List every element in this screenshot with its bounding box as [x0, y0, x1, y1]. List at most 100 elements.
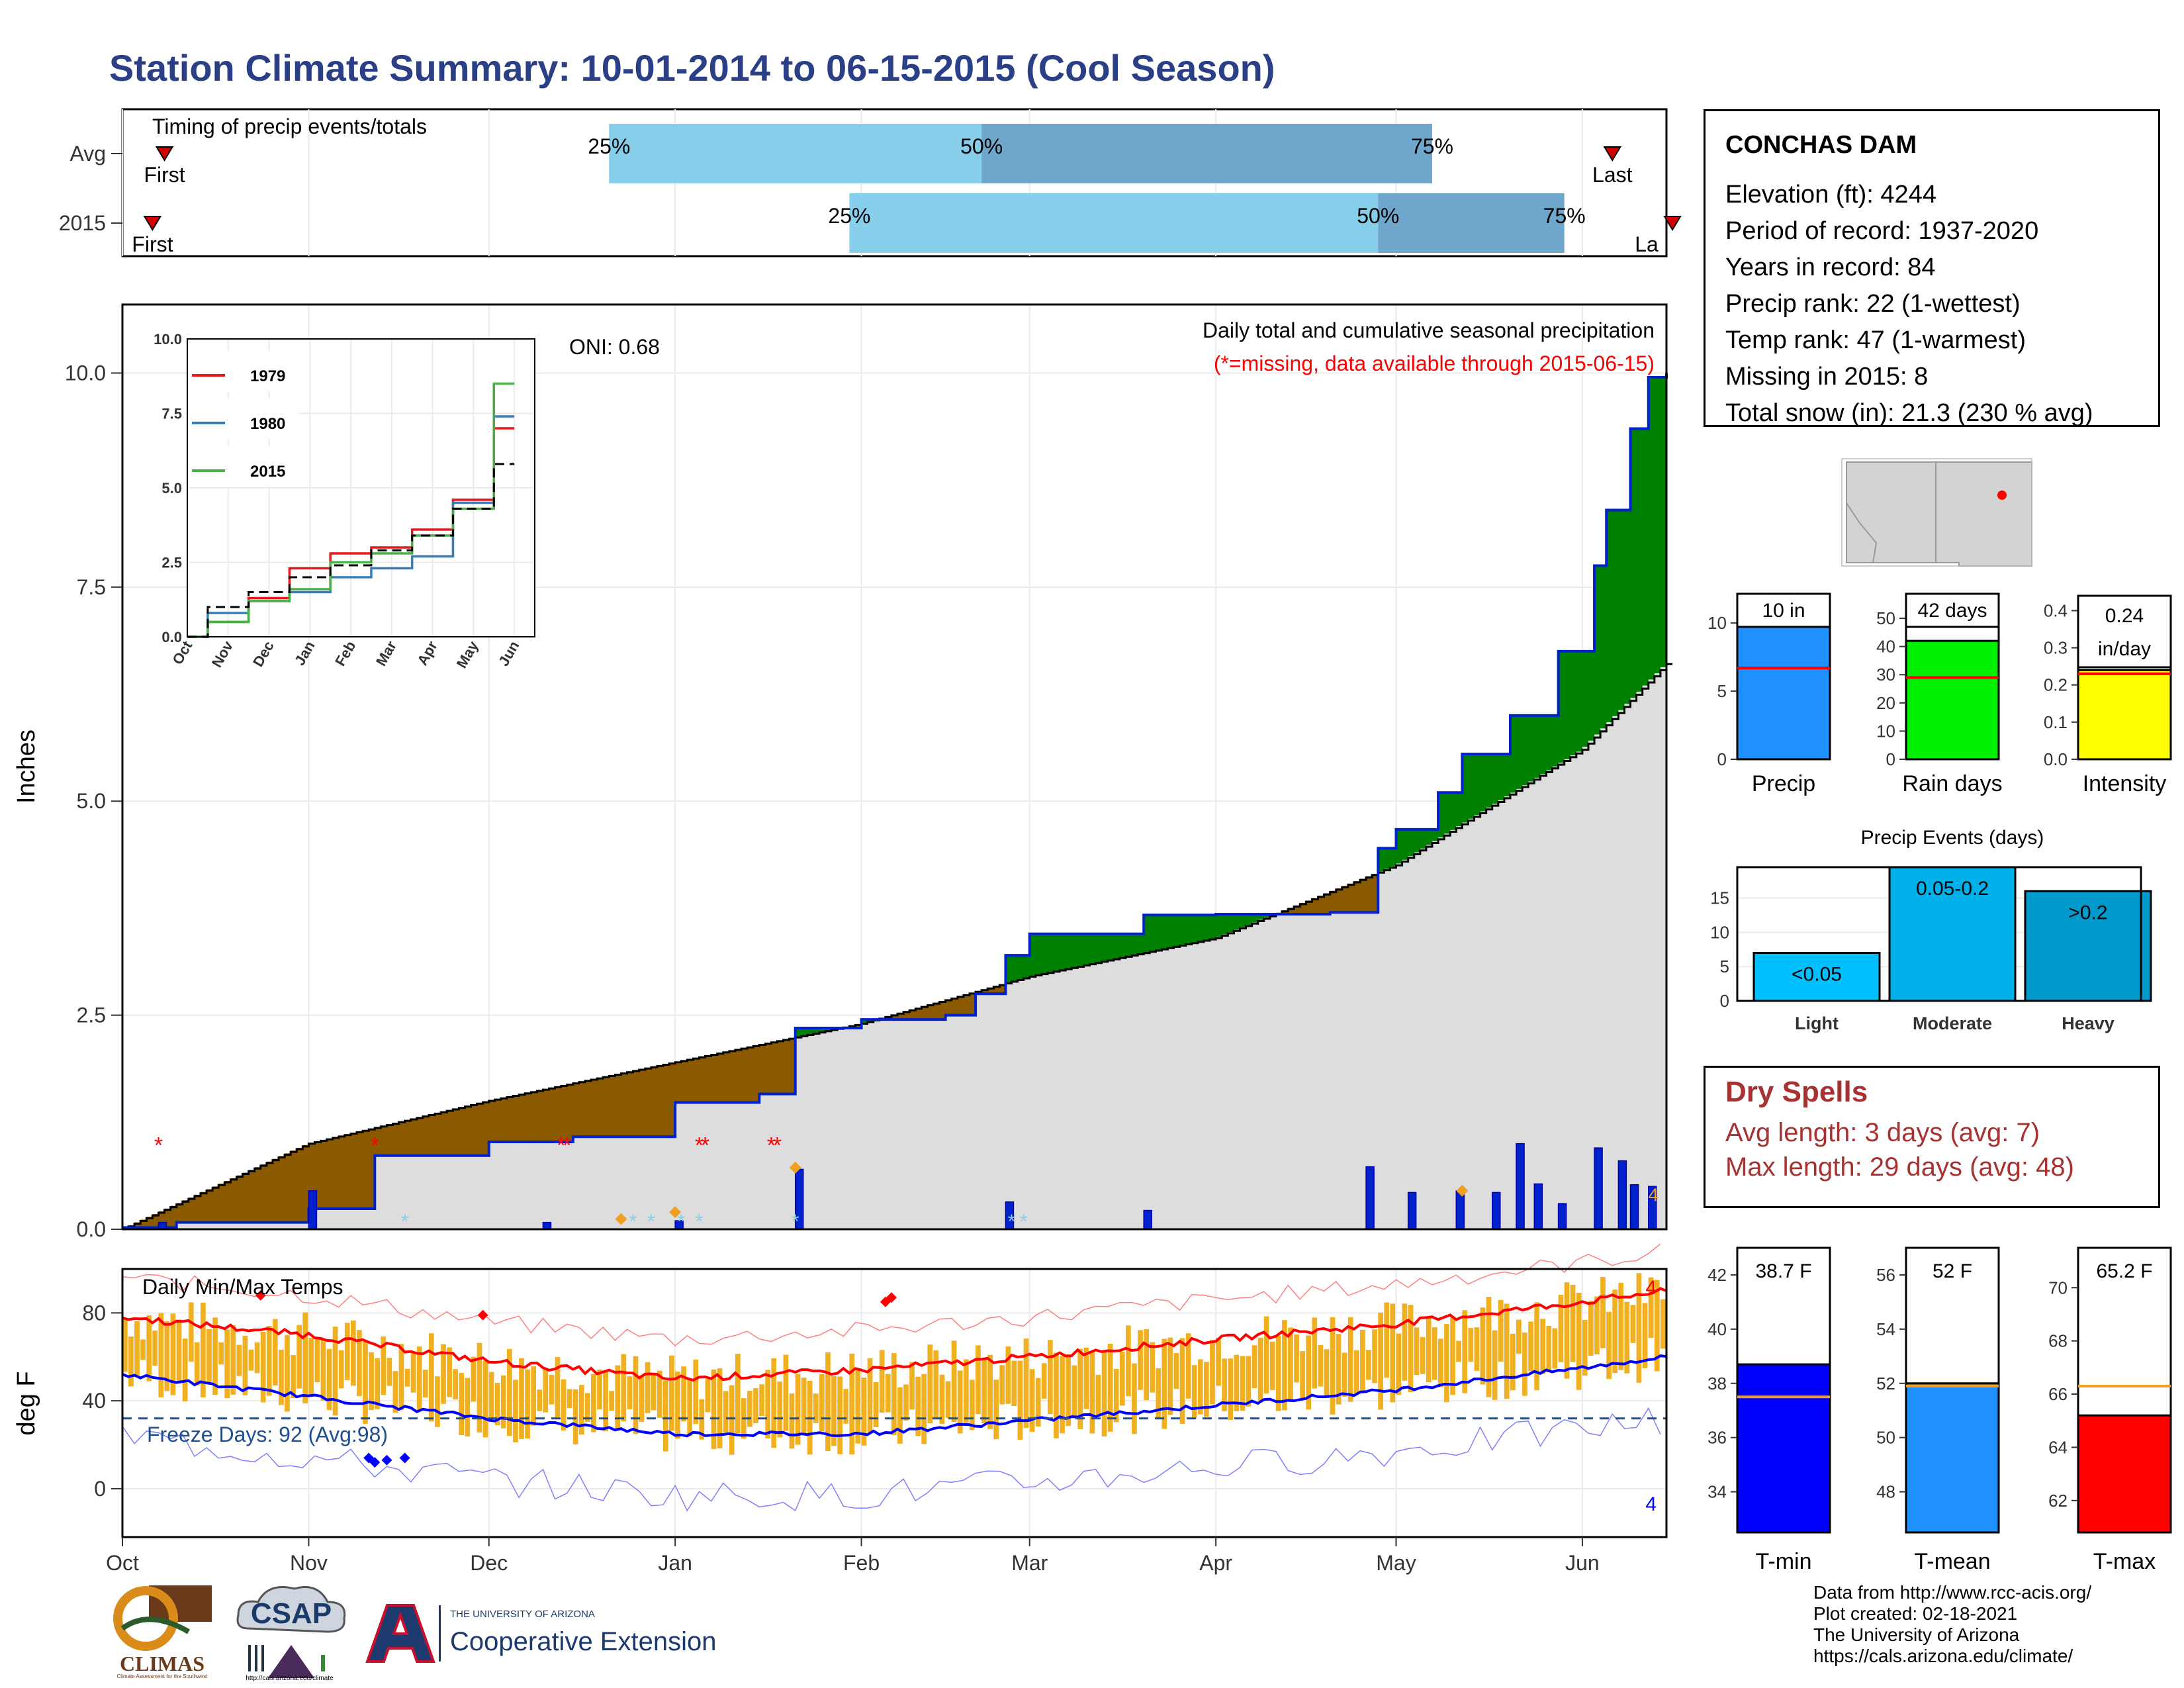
- temp-range-bar: [1257, 1337, 1263, 1401]
- temp-range-bar: [999, 1365, 1005, 1405]
- avg-area-day: [1132, 955, 1138, 1229]
- temp-label: Daily Min/Max Temps: [142, 1275, 343, 1299]
- avg-area-day: [1558, 763, 1565, 1229]
- temp-range-bar: [1588, 1301, 1594, 1356]
- anomaly-area-day: [741, 1048, 748, 1103]
- avg-area-day: [1234, 929, 1241, 1229]
- ua-divider: [439, 1605, 441, 1662]
- hail-marker-0: [615, 1213, 627, 1225]
- temp-range-bar: [747, 1390, 752, 1427]
- temp-range-bar: [663, 1380, 668, 1452]
- temp-range-bar: [1336, 1334, 1342, 1405]
- precip-ytick-label-2: 5.0: [77, 789, 106, 813]
- anomaly-area-day: [621, 1072, 628, 1137]
- temp-range-bar: [711, 1369, 717, 1449]
- temp-range-bar: [951, 1340, 957, 1423]
- avg-area-day: [1570, 755, 1577, 1229]
- temp-range-bar: [963, 1359, 969, 1423]
- avg-area-day: [723, 1102, 730, 1229]
- anomaly-area-day: [381, 1125, 388, 1156]
- temp-range-bar: [584, 1393, 590, 1423]
- temp-range-bar: [735, 1354, 741, 1434]
- avg-area-day: [1648, 679, 1655, 1229]
- avg-area-day: [279, 1222, 285, 1229]
- missing-marker-1: *: [371, 1133, 379, 1158]
- anomaly-area-day: [1185, 915, 1193, 944]
- timing-bar-q25-q50-1: [849, 193, 1379, 253]
- anomaly-area-day: [669, 1062, 676, 1137]
- anomaly-area-day: [1324, 893, 1331, 914]
- temp-range-bar: [1510, 1333, 1516, 1391]
- temp-range-bar: [1552, 1328, 1558, 1369]
- avg-area-day: [248, 1222, 255, 1229]
- temp-range-bar: [435, 1376, 440, 1427]
- summary-intensity-tick-label-0: 0.0: [2044, 749, 2068, 769]
- avg-area-day: [1618, 710, 1625, 1229]
- avg-area-day: [1071, 967, 1078, 1229]
- credits: Data from http://www.rcc-acis.org/ Plot …: [1813, 1582, 2091, 1667]
- station-marker: [1997, 491, 2007, 500]
- timing-first-label-1: First: [132, 232, 173, 256]
- anomaly-area-day: [308, 1143, 316, 1209]
- anomaly-area-day: [344, 1134, 351, 1209]
- temp-range-bar: [260, 1331, 266, 1403]
- summary-intensity-tick-label-4: 0.4: [2044, 600, 2068, 620]
- temp-range-bar: [897, 1387, 903, 1444]
- summary-precip-tick-label-2: 10: [1707, 613, 1727, 633]
- avg-area-day: [867, 1021, 874, 1229]
- anomaly-area-day: [513, 1095, 520, 1143]
- timing-bar-q25-q50-0: [609, 124, 982, 183]
- temp-range-bar: [699, 1399, 705, 1440]
- anomaly-area-day: [1066, 933, 1072, 969]
- temp-range-bar: [1269, 1341, 1275, 1390]
- ua-extension-logo: THE UNIVERSITY OF ARIZONA Cooperative Ex…: [361, 1602, 745, 1668]
- temp-range-bar: [531, 1366, 537, 1426]
- anomaly-area-day: [272, 1158, 279, 1223]
- temp-range-bar: [296, 1325, 302, 1389]
- temp-range-bar: [494, 1383, 500, 1426]
- timing-panel: Timing of precip events/totals Avg 25% 50% 7…: [59, 108, 1682, 258]
- timing-last-label-0: Last: [1592, 163, 1633, 187]
- temp-range-bar: [945, 1381, 951, 1419]
- avg-area-day: [381, 1155, 388, 1229]
- timing-pct-q50-1: 50%: [1357, 204, 1399, 228]
- tempbar-tick-label-2-2: 66: [2048, 1384, 2068, 1404]
- temp-range-bar: [1492, 1330, 1498, 1400]
- temp-range-bar: [1306, 1335, 1312, 1410]
- avg-area-day: [609, 1137, 615, 1229]
- timing-pct-q75-1: 75%: [1543, 204, 1586, 228]
- temp-range-bar: [825, 1352, 831, 1452]
- avg-area-day: [1312, 914, 1319, 1229]
- temp-range-bar: [525, 1369, 530, 1439]
- temp-range-bar: [279, 1349, 284, 1405]
- tempbar-tick-label-1-2: 52: [1876, 1374, 1895, 1393]
- hail-marker-1: [669, 1206, 682, 1219]
- anomaly-area-day: [765, 1043, 772, 1094]
- avg-area-day: [651, 1137, 658, 1229]
- anomaly-area-day: [651, 1066, 658, 1137]
- temp-range-bar: [1107, 1343, 1113, 1432]
- anomaly-area-day: [783, 1039, 790, 1094]
- timing-row-label-0: Avg: [69, 142, 106, 165]
- temp-range-bar: [482, 1360, 488, 1438]
- temp-range-bar: [1642, 1303, 1648, 1368]
- avg-area-day: [201, 1222, 207, 1229]
- inset-legend-bg-0: [189, 352, 298, 391]
- tempbar-label-0: T-min: [1756, 1549, 1812, 1574]
- anomaly-area-day: [1624, 510, 1631, 704]
- anomaly-area-day: [1246, 914, 1253, 925]
- summary-rain_days-label: Rain days: [1902, 771, 2002, 796]
- avg-area-day: [525, 1142, 531, 1229]
- avg-area-day: [1179, 945, 1187, 1229]
- avg-area-day: [1197, 941, 1205, 1229]
- anomaly-area-day: [813, 1028, 820, 1033]
- anomaly-area-day: [1041, 933, 1048, 974]
- temp-range-bar: [1167, 1337, 1173, 1415]
- temp-range-bar: [128, 1336, 134, 1387]
- avg-area-day: [591, 1137, 598, 1229]
- temp-range-bar: [1246, 1356, 1251, 1407]
- anomaly-area-day: [729, 1050, 736, 1103]
- avg-area-day: [1330, 912, 1337, 1229]
- avg-area-day: [1498, 800, 1505, 1229]
- anomaly-area-day: [1456, 792, 1463, 827]
